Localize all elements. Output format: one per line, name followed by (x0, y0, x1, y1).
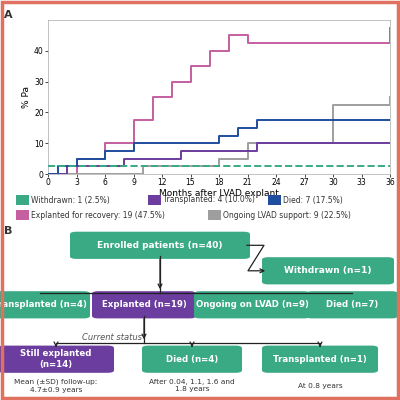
FancyBboxPatch shape (92, 291, 196, 318)
FancyBboxPatch shape (194, 291, 310, 318)
Text: Died: 7 (17.5%): Died: 7 (17.5%) (283, 196, 343, 204)
FancyBboxPatch shape (70, 232, 250, 259)
Text: Enrolled patients (n=40): Enrolled patients (n=40) (97, 241, 223, 250)
Text: After 0.04, 1.1, 1.6 and
1.8 years: After 0.04, 1.1, 1.6 and 1.8 years (149, 379, 235, 392)
Text: Transplanted (n=4): Transplanted (n=4) (0, 300, 87, 309)
Text: Withdrawn (n=1): Withdrawn (n=1) (284, 266, 372, 275)
FancyBboxPatch shape (142, 346, 242, 373)
Text: A: A (4, 10, 13, 20)
Text: B: B (4, 226, 12, 236)
X-axis label: Months after LVAD explant: Months after LVAD explant (159, 188, 279, 198)
Text: Ongoing LVAD support: 9 (22.5%): Ongoing LVAD support: 9 (22.5%) (223, 211, 351, 220)
Text: Mean (±SD) follow-up:
4.7±0.9 years: Mean (±SD) follow-up: 4.7±0.9 years (14, 378, 98, 392)
Text: Current status: Current status (82, 334, 142, 342)
Y-axis label: % Pa: % Pa (22, 86, 31, 108)
Text: Withdrawn: 1 (2.5%): Withdrawn: 1 (2.5%) (31, 196, 110, 204)
FancyBboxPatch shape (262, 346, 378, 373)
Text: Ongoing on LVAD (n=9): Ongoing on LVAD (n=9) (196, 300, 308, 309)
FancyBboxPatch shape (306, 291, 398, 318)
FancyBboxPatch shape (0, 291, 90, 318)
Text: Explanted (n=19): Explanted (n=19) (102, 300, 186, 309)
Text: Still explanted
(n=14): Still explanted (n=14) (20, 350, 92, 369)
Text: Transplanted: 4 (10.0%): Transplanted: 4 (10.0%) (163, 196, 255, 204)
FancyBboxPatch shape (262, 257, 394, 284)
Text: Explanted for recovery: 19 (47.5%): Explanted for recovery: 19 (47.5%) (31, 211, 165, 220)
Text: Died (n=7): Died (n=7) (326, 300, 378, 309)
Text: At 0.8 years: At 0.8 years (298, 382, 342, 388)
Text: Died (n=4): Died (n=4) (166, 355, 218, 364)
FancyBboxPatch shape (0, 346, 114, 373)
Text: Transplanted (n=1): Transplanted (n=1) (273, 355, 367, 364)
